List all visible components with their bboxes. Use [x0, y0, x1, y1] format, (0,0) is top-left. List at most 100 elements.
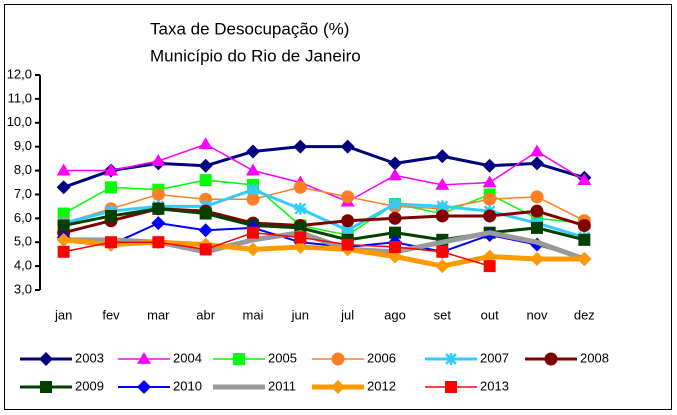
marker	[445, 381, 457, 393]
marker	[294, 231, 307, 244]
marker	[331, 352, 345, 366]
y-tick-label: 7,0	[14, 186, 32, 201]
marker	[544, 352, 558, 366]
marker	[246, 192, 260, 206]
y-tick-label: 6,0	[14, 210, 32, 225]
marker	[151, 216, 166, 231]
marker	[56, 163, 71, 176]
marker	[435, 259, 450, 274]
marker	[151, 187, 165, 201]
marker	[341, 190, 355, 204]
marker	[435, 177, 450, 190]
x-tick-label: jan	[54, 307, 72, 322]
marker	[105, 209, 117, 222]
marker	[198, 137, 213, 150]
marker	[530, 190, 544, 204]
marker	[578, 233, 591, 246]
series-line	[63, 188, 585, 239]
marker	[388, 211, 402, 225]
legend-label: 2009	[75, 378, 104, 393]
marker	[389, 198, 401, 210]
legend-label: 2011	[268, 378, 296, 393]
marker	[483, 260, 496, 273]
marker	[137, 352, 151, 364]
y-tick-label: 12,0	[7, 66, 32, 81]
chart-title: Taxa de Desocupação (%)	[150, 19, 349, 38]
marker	[293, 180, 307, 194]
x-tick-label: mai	[243, 307, 264, 322]
legend-label: 2010	[173, 378, 202, 393]
x-tick-label: set	[434, 307, 452, 322]
marker	[294, 202, 307, 215]
x-tick-label: fev	[102, 307, 120, 322]
marker	[39, 352, 53, 366]
marker	[152, 202, 165, 215]
marker	[293, 240, 308, 254]
marker	[577, 219, 591, 232]
marker	[435, 149, 450, 164]
marker	[436, 245, 449, 258]
legend-label: 2006	[367, 350, 396, 365]
chart-subtitle: Município do Rio de Janeiro	[150, 46, 361, 65]
y-tick-label: 8,0	[14, 162, 32, 177]
marker	[341, 224, 354, 237]
y-tick-label: 10,0	[7, 114, 32, 129]
marker	[57, 245, 70, 258]
marker	[341, 238, 354, 251]
marker	[388, 249, 402, 264]
x-tick-label: mar	[147, 307, 170, 322]
x-tick-label: out	[481, 307, 499, 322]
marker	[577, 251, 592, 266]
y-tick-label: 11,0	[8, 90, 32, 105]
legend-label: 2007	[480, 350, 509, 365]
marker	[57, 219, 70, 232]
x-tick-label: abr	[196, 307, 215, 322]
marker	[530, 156, 544, 171]
series-line	[63, 186, 585, 224]
marker	[530, 144, 544, 157]
marker	[331, 380, 345, 394]
marker	[482, 249, 497, 264]
series-line	[63, 145, 585, 189]
marker	[482, 158, 497, 173]
y-tick-label: 4,0	[14, 258, 32, 273]
marker	[198, 223, 213, 238]
legend-label: 2008	[580, 350, 609, 365]
marker	[388, 168, 402, 181]
marker	[389, 226, 401, 239]
marker	[105, 236, 117, 249]
marker	[40, 381, 52, 393]
y-tick-label: 9,0	[14, 138, 32, 153]
x-tick-label: ago	[384, 307, 406, 322]
marker	[341, 214, 355, 228]
marker	[483, 209, 497, 223]
marker	[151, 154, 166, 166]
marker	[199, 207, 212, 220]
legend-label: 2003	[75, 350, 104, 365]
marker	[246, 144, 260, 159]
legend-label: 2004	[173, 350, 202, 365]
marker	[104, 163, 118, 176]
legend-label: 2005	[268, 350, 297, 365]
marker	[530, 251, 544, 266]
marker	[531, 221, 543, 234]
marker	[483, 192, 497, 206]
marker	[293, 139, 308, 154]
y-tick-label: 3,0	[14, 281, 32, 296]
marker	[247, 226, 259, 239]
marker	[482, 175, 497, 188]
x-tick-label: nov	[527, 307, 548, 322]
x-tick-label: dez	[574, 307, 595, 322]
series-line	[63, 231, 490, 267]
marker	[198, 158, 213, 173]
legend-label: 2013	[480, 378, 509, 393]
y-tick-label: 5,0	[14, 234, 32, 249]
marker	[445, 353, 457, 365]
x-tick-label: jun	[291, 307, 309, 322]
marker	[56, 232, 71, 247]
marker	[247, 183, 259, 196]
marker	[436, 200, 449, 213]
marker	[246, 242, 260, 257]
marker	[388, 156, 402, 171]
